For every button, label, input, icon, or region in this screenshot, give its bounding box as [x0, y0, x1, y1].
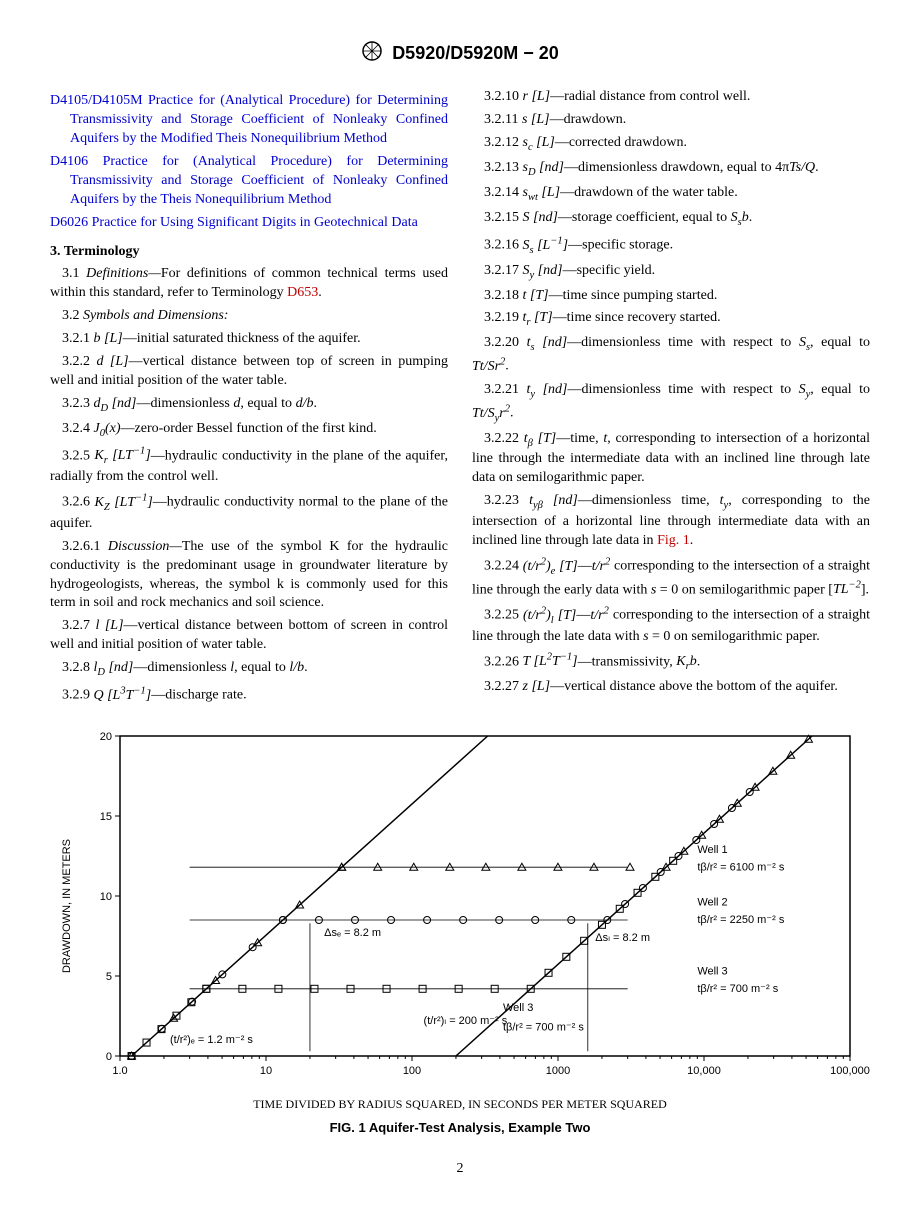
body-columns: D4105/D4105M Practice for (Analytical Pr…: [50, 88, 870, 705]
svg-text:10: 10: [100, 891, 112, 903]
sym-3.2.5: 3.2.5 Kr [LT−1]—hydraulic conductivity i…: [50, 445, 448, 488]
sym-3.2.4: 3.2.4 J0(x)—zero-order Bessel function o…: [50, 420, 448, 441]
page-number: 2: [50, 1160, 870, 1179]
sym-3.2.3: 3.2.3 dD [nd]—dimensionless d, equal to …: [50, 395, 448, 416]
sym-3.2.7: 3.2.7 l [L]—vertical distance between bo…: [50, 617, 448, 655]
fig1-link[interactable]: Fig. 1: [657, 533, 690, 548]
svg-text:10,000: 10,000: [687, 1065, 721, 1077]
sym-3.2.25: 3.2.25 (t/r2)l [T]—t/r2 corresponding to…: [472, 604, 870, 647]
ref-link-3[interactable]: D6026 Practice for Using Significant Dig…: [70, 214, 448, 233]
svg-text:5: 5: [106, 971, 112, 983]
definitions-para: 3.1 Definitions—For definitions of commo…: [50, 265, 448, 303]
sym-3.2.17: 3.2.17 Sy [nd]—specific yield.: [472, 262, 870, 283]
svg-text:Well 3: Well 3: [697, 965, 727, 977]
svg-text:1000: 1000: [546, 1065, 570, 1077]
svg-text:0: 0: [106, 1051, 112, 1063]
sym-3.2.18: 3.2.18 t [T]—time since pumping started.: [472, 287, 870, 306]
svg-text:15: 15: [100, 811, 112, 823]
svg-text:tβ/r² = 700 m⁻² s: tβ/r² = 700 m⁻² s: [503, 1021, 584, 1033]
svg-text:10: 10: [260, 1065, 272, 1077]
sym-3.2.2: 3.2.2 d [L]—vertical distance between to…: [50, 353, 448, 391]
x-axis-label: TIME DIVIDED BY RADIUS SQUARED, IN SECON…: [50, 1096, 870, 1112]
sym-3.2.23: 3.2.23 tyβ [nd]—dimensionless time, ty, …: [472, 492, 870, 551]
sym-3.2.16: 3.2.16 Ss [L−1]—specific storage.: [472, 234, 870, 258]
svg-text:DRAWDOWN, IN METERS: DRAWDOWN, IN METERS: [61, 839, 73, 973]
d653-link[interactable]: D653: [287, 285, 318, 300]
sym-3.2.21: 3.2.21 ty [nd]—dimensionless time with r…: [472, 381, 870, 426]
svg-text:1.0: 1.0: [112, 1065, 127, 1077]
sym-3.2.13: 3.2.13 sD [nd]—dimensionless drawdown, e…: [472, 159, 870, 180]
sym-3.2.24: 3.2.24 (t/r2)e [T]—t/r2 corresponding to…: [472, 555, 870, 600]
sym-3.2.6: 3.2.6 KZ [LT−1]—hydraulic conductivity n…: [50, 491, 448, 534]
svg-text:100,000: 100,000: [830, 1065, 870, 1077]
designation: D5920/D5920M − 20: [392, 43, 559, 63]
figure-title: FIG. 1 Aquifer-Test Analysis, Example Tw…: [50, 1119, 870, 1137]
section-3-title: 3. Terminology: [50, 243, 448, 262]
sym-3.2.15: 3.2.15 S [nd]—storage coefficient, equal…: [472, 209, 870, 230]
svg-text:Well 2: Well 2: [697, 896, 727, 908]
svg-text:(t/r²)ₑ = 1.2 m⁻² s: (t/r²)ₑ = 1.2 m⁻² s: [170, 1034, 253, 1046]
sym-3.2.9: 3.2.9 Q [L3T−1]—discharge rate.: [50, 684, 448, 706]
svg-text:20: 20: [100, 731, 112, 743]
svg-text:(t/r²)ₗ = 200 m⁻² s: (t/r²)ₗ = 200 m⁻² s: [424, 1015, 508, 1027]
svg-text:Well 3: Well 3: [503, 1002, 533, 1014]
svg-text:Δsₗ = 8.2 m: Δsₗ = 8.2 m: [595, 931, 650, 943]
sym-3.2.20: 3.2.20 ts [nd]—dimensionless time with r…: [472, 334, 870, 377]
svg-text:Δsₑ = 8.2 m: Δsₑ = 8.2 m: [324, 927, 381, 939]
sym-3.2.14: 3.2.14 swt [L]—drawdown of the water tab…: [472, 184, 870, 205]
sym-3.2.27: 3.2.27 z [L]—vertical distance above the…: [472, 678, 870, 697]
sym-3.2.11: 3.2.11 s [L]—drawdown.: [472, 111, 870, 130]
figure-1: 0 5 10 15 20 1.0 10 100 1000 10,000 100,000 DRAWDOW…: [50, 726, 870, 1137]
astm-logo: [361, 40, 383, 68]
svg-text:tβ/r² = 2250 m⁻² s: tβ/r² = 2250 m⁻² s: [697, 914, 785, 926]
svg-text:Well 1: Well 1: [697, 843, 727, 855]
svg-text:tβ/r² = 700 m⁻² s: tβ/r² = 700 m⁻² s: [697, 983, 778, 995]
ref-link-1[interactable]: D4105/D4105M Practice for (Analytical Pr…: [70, 92, 448, 149]
sym-3.2.12: 3.2.12 sc [L]—corrected drawdown.: [472, 134, 870, 155]
sym-3.2.1: 3.2.1 b [L]—initial saturated thickness …: [50, 330, 448, 349]
sym-3.2.26: 3.2.26 T [L2T−1]—transmissivity, Krb.: [472, 651, 870, 675]
sym-3.2.19: 3.2.19 tr [T]—time since recovery starte…: [472, 309, 870, 330]
sym-3.2.8: 3.2.8 lD [nd]—dimensionless l, equal to …: [50, 659, 448, 680]
sym-3.2.22: 3.2.22 tβ [T]—time, t, corresponding to …: [472, 430, 870, 489]
page-header: D5920/D5920M − 20: [50, 40, 870, 68]
sym-3.2.10: 3.2.10 r [L]—radial distance from contro…: [472, 88, 870, 107]
ref-link-2[interactable]: D4106 Practice for (Analytical Procedure…: [70, 153, 448, 210]
discussion: 3.2.6.1 Discussion—The use of the symbol…: [50, 538, 448, 614]
svg-text:tβ/r² = 6100 m⁻² s: tβ/r² = 6100 m⁻² s: [697, 861, 785, 873]
chart-svg: 0 5 10 15 20 1.0 10 100 1000 10,000 100,000 DRAWDOW…: [50, 726, 870, 1086]
svg-text:100: 100: [403, 1065, 421, 1077]
symbols-heading: 3.2 Symbols and Dimensions:: [50, 307, 448, 326]
